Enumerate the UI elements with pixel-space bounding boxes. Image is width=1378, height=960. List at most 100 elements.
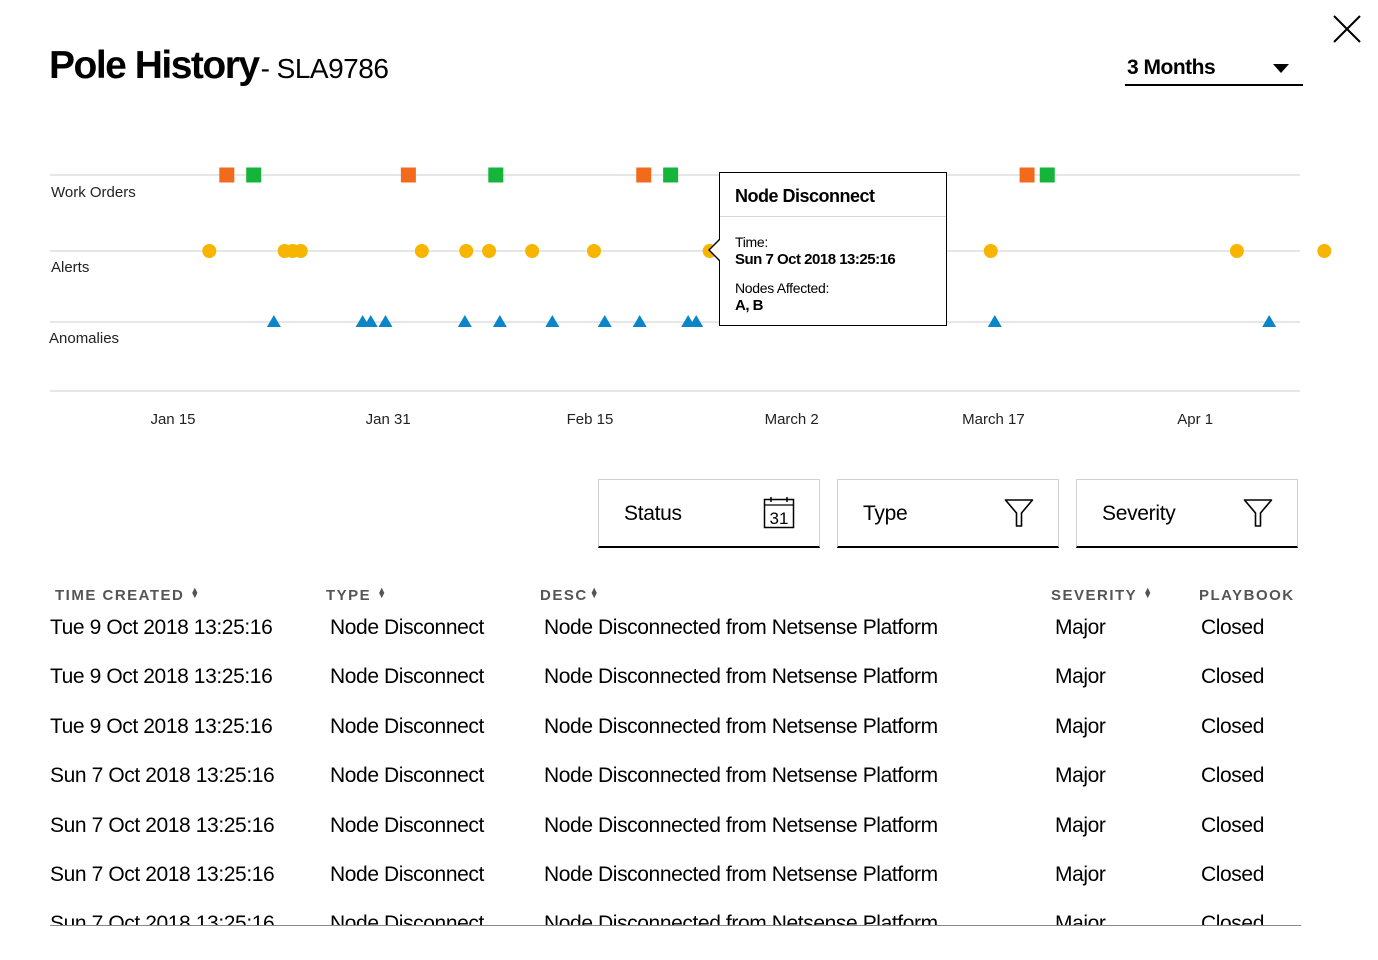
calendar-icon: 31	[763, 497, 795, 534]
column-header-label: PLAYBOOK	[1199, 587, 1295, 604]
cell-playbook: Closed	[1201, 665, 1264, 689]
anomaly-marker[interactable]	[266, 315, 281, 327]
table-bottom-divider	[50, 925, 1301, 926]
table-row[interactable]: Tue 9 Oct 2018 13:25:16 Node Disconnect No…	[0, 616, 1378, 656]
type-filter-button[interactable]: Type	[837, 479, 1059, 548]
cell-severity: Major	[1055, 616, 1106, 639]
cell-desc: Node Disconnected from Netsense Platform	[544, 764, 938, 788]
column-header-time-created[interactable]: TIME CREATED ▲ ▼	[55, 586, 199, 605]
type-filter-label: Type	[863, 502, 908, 525]
anomaly-marker[interactable]	[597, 315, 612, 327]
x-tick-label: Jan 15	[150, 411, 195, 428]
cell-time-created: Sun 7 Oct 2018 13:25:16	[50, 813, 275, 837]
cell-desc: Node Disconnected from Netsense Platform	[544, 863, 938, 886]
tooltip-pointer-fill	[710, 240, 720, 260]
work-order-marker[interactable]	[636, 167, 652, 183]
work-order-marker[interactable]	[400, 167, 416, 183]
table-row[interactable]: Sun 7 Oct 2018 13:25:16 Node Disconnect No…	[0, 764, 1378, 804]
table-row[interactable]: Tue 9 Oct 2018 13:25:16 Node Disconnect No…	[0, 665, 1378, 705]
severity-filter-button[interactable]: Severity	[1076, 479, 1298, 548]
time-range-dropdown[interactable]: 3 Months	[1125, 54, 1303, 86]
row-label-anomalies: Anomalies	[49, 330, 119, 347]
table-row[interactable]: Sun 7 Oct 2018 13:25:16 Node Disconnect No…	[0, 912, 1378, 925]
cell-severity: Major	[1055, 813, 1106, 837]
cell-playbook: Closed	[1201, 813, 1264, 837]
anomaly-marker[interactable]	[492, 315, 507, 327]
column-header-label: TYPE	[326, 587, 372, 604]
alert-marker[interactable]	[459, 244, 474, 258]
work-order-marker[interactable]	[1039, 167, 1055, 183]
tooltip-nodes-label: Nodes Affected:	[735, 280, 830, 296]
sort-icon: ▲ ▼	[1143, 585, 1153, 600]
events-table-body[interactable]: Tue 9 Oct 2018 13:25:16 Node Disconnect No…	[0, 600, 1378, 925]
alert-marker[interactable]	[202, 244, 217, 258]
cell-time-created: Tue 9 Oct 2018 13:25:16	[50, 616, 273, 639]
column-header-label: SEVERITY	[1051, 587, 1138, 604]
alert-marker[interactable]	[414, 244, 429, 258]
cell-type: Node Disconnect	[330, 863, 484, 886]
cell-time-created: Tue 9 Oct 2018 13:25:16	[50, 665, 273, 689]
cell-playbook: Closed	[1201, 912, 1264, 925]
column-header-desc[interactable]: DESC ▲ ▼	[540, 585, 599, 605]
cell-severity: Major	[1055, 665, 1106, 689]
cell-time-created: Sun 7 Oct 2018 13:25:16	[50, 764, 275, 788]
alert-marker[interactable]	[1229, 244, 1244, 258]
anomaly-marker[interactable]	[378, 315, 393, 327]
close-button[interactable]	[1328, 10, 1366, 48]
work-order-marker[interactable]	[488, 167, 504, 183]
status-filter-button[interactable]: Status 31	[598, 479, 820, 548]
cell-time-created: Sun 7 Oct 2018 13:25:16	[50, 912, 275, 925]
caret-down-icon	[1273, 64, 1289, 73]
anomaly-marker[interactable]	[632, 315, 647, 327]
cell-desc: Node Disconnected from Netsense Platform	[544, 665, 938, 689]
cell-playbook: Closed	[1201, 764, 1264, 788]
sort-icon: ▲ ▼	[589, 585, 599, 600]
work-order-marker[interactable]	[663, 167, 679, 183]
event-tooltip: Node Disconnect Time: Sun 7 Oct 2018 13:…	[708, 172, 947, 326]
column-header-label: TIME CREATED	[55, 587, 185, 604]
tooltip-time-value: Sun 7 Oct 2018 13:25:16	[735, 251, 896, 268]
table-row[interactable]: Sun 7 Oct 2018 13:25:16 Node Disconnect No…	[0, 814, 1378, 854]
tooltip-divider	[720, 216, 946, 217]
alert-marker[interactable]	[293, 244, 308, 258]
work-order-marker[interactable]	[246, 167, 262, 183]
funnel-icon	[1243, 497, 1273, 534]
page-title-pole-id: - SLA9786	[260, 53, 389, 84]
close-icon	[1333, 15, 1361, 43]
anomaly-marker[interactable]	[545, 315, 560, 327]
anomaly-marker[interactable]	[987, 315, 1002, 327]
page-title-main: Pole History	[49, 44, 260, 87]
row-label-work-orders: Work Orders	[51, 184, 136, 201]
alert-marker[interactable]	[586, 244, 601, 258]
funnel-icon	[1004, 497, 1034, 534]
status-filter-label: Status	[624, 502, 682, 525]
work-order-marker[interactable]	[1019, 167, 1035, 183]
column-header-type[interactable]: TYPE ▲ ▼	[326, 585, 387, 605]
anomaly-marker[interactable]	[689, 315, 704, 327]
sort-icon: ▲ ▼	[377, 585, 387, 600]
alert-marker[interactable]	[525, 244, 540, 258]
alert-marker[interactable]	[1317, 244, 1332, 258]
alert-marker[interactable]	[482, 244, 497, 258]
table-row[interactable]: Tue 9 Oct 2018 13:25:16 Node Disconnect No…	[0, 715, 1378, 755]
cell-type: Node Disconnect	[330, 714, 484, 738]
severity-filter-label: Severity	[1102, 502, 1176, 525]
table-row[interactable]: Sun 7 Oct 2018 13:25:16 Node Disconnect No…	[0, 863, 1378, 903]
tooltip-title: Node Disconnect	[735, 186, 875, 206]
cell-desc: Node Disconnected from Netsense Platform	[544, 616, 938, 639]
work-order-marker[interactable]	[219, 167, 235, 183]
column-header-playbook[interactable]: PLAYBOOK	[1199, 587, 1295, 604]
cell-playbook: Closed	[1201, 714, 1264, 738]
anomaly-marker[interactable]	[1262, 315, 1277, 327]
cell-playbook: Closed	[1201, 863, 1264, 886]
anomaly-marker[interactable]	[457, 315, 472, 327]
tooltip-time-label: Time:	[735, 234, 768, 250]
column-header-severity[interactable]: SEVERITY ▲ ▼	[1051, 585, 1153, 605]
cell-type: Node Disconnect	[330, 764, 484, 788]
alert-marker[interactable]	[983, 244, 998, 258]
cell-playbook: Closed	[1201, 616, 1264, 639]
page-title: Pole History- SLA9786	[49, 44, 389, 88]
x-tick-label: Feb 15	[567, 411, 614, 428]
anomaly-marker[interactable]	[363, 315, 378, 327]
x-tick-label: Jan 31	[366, 411, 411, 428]
